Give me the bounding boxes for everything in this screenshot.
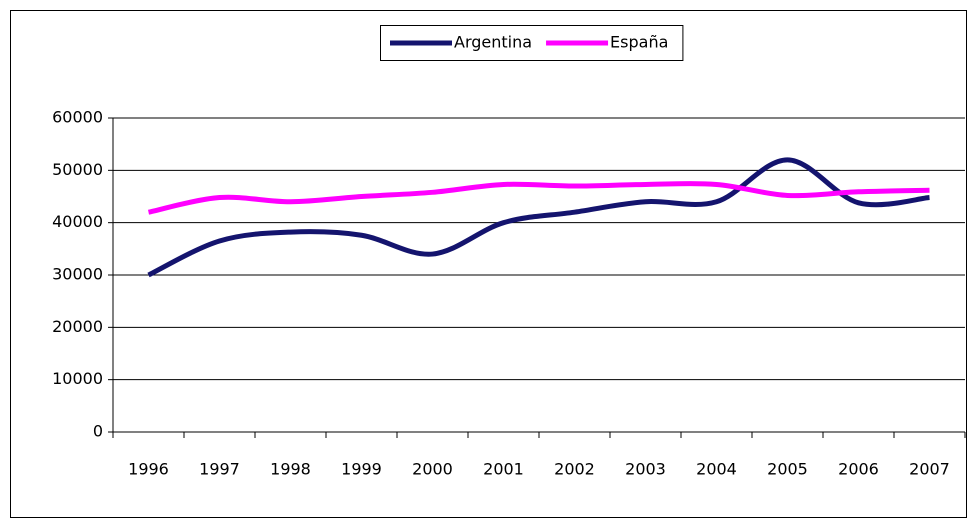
y-tick-label: 30000: [52, 265, 103, 284]
y-tick-label: 50000: [52, 160, 103, 179]
y-tick-label: 10000: [52, 369, 103, 388]
x-tick-label: 2006: [838, 460, 879, 479]
x-tick-label: 1998: [270, 460, 311, 479]
y-tick-label: 60000: [52, 108, 103, 127]
y-tick-label: 40000: [52, 212, 103, 231]
x-tick-label: 1997: [199, 460, 240, 479]
x-tick-label: 2007: [909, 460, 950, 479]
series-line: [147, 181, 930, 215]
legend-label: España: [610, 33, 668, 52]
y-tick-label: 0: [93, 422, 103, 441]
series-line: [147, 157, 930, 278]
legend-label: Argentina: [454, 33, 532, 52]
legend: Argentina España: [380, 25, 684, 61]
x-tick-label: 2002: [554, 460, 595, 479]
x-tick-label: 1999: [341, 460, 382, 479]
x-tick-label: 2005: [767, 460, 808, 479]
chart-frame: [10, 10, 967, 518]
x-tick-label: 2003: [625, 460, 666, 479]
x-tick-label: 1996: [128, 460, 169, 479]
y-tick-label: 20000: [52, 317, 103, 336]
x-tick-label: 2001: [483, 460, 524, 479]
x-tick-label: 2000: [412, 460, 453, 479]
x-tick-label: 2004: [696, 460, 737, 479]
